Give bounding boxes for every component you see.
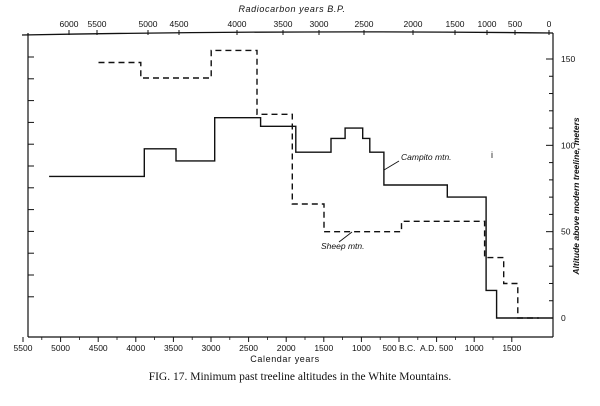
- top-tick-label: 6000: [60, 19, 79, 29]
- series-layer: [49, 49, 553, 319]
- top-tick-label: 3000: [310, 19, 329, 29]
- top-tick-label: 3500: [274, 19, 293, 29]
- top-axis-ticks: 6000 5500 5000 4500 4000 3500 3000 2500 2000 1500…: [60, 19, 552, 35]
- top-tick-label: 2500: [355, 19, 374, 29]
- right-tick-label: 150: [561, 54, 575, 64]
- bottom-axis-ticks: 5500 5000 4500 4000 3500 3000 2500 2000 1500 1000…: [14, 337, 522, 353]
- top-axis-label: Radiocarbon years B.P.: [238, 4, 345, 14]
- sheep-mtn-series: [98, 49, 539, 319]
- top-tick-label: 5000: [139, 19, 158, 29]
- sheep-leader-line: [338, 231, 353, 243]
- bottom-tick-label: 1500: [502, 343, 521, 353]
- bottom-tick-label: 1000: [465, 343, 484, 353]
- bottom-tick-label: A.D. 500: [420, 343, 453, 353]
- bottom-tick-label: 5500: [14, 343, 33, 353]
- left-axis-ticks: [28, 56, 34, 298]
- top-axis-line: [21, 31, 554, 36]
- stray-mark: i: [491, 150, 493, 160]
- bottom-tick-label: 2500: [239, 343, 258, 353]
- x-axis-label: Calendar years: [250, 354, 319, 364]
- bottom-tick-label: 500 B.C.: [382, 343, 415, 353]
- y-axis-label: Altitude above modern treeline, meters: [571, 117, 581, 276]
- top-tick-label: 1000: [478, 19, 497, 29]
- annotation-layer: Campito mtn. Sheep mtn. i: [321, 150, 493, 251]
- top-tick-label: 0: [547, 19, 552, 29]
- top-tick-label: 500: [508, 19, 522, 29]
- top-tick-label: 1500: [446, 19, 465, 29]
- bottom-tick-label: 4500: [89, 343, 108, 353]
- bottom-tick-label: 4000: [126, 343, 145, 353]
- top-tick-label: 2000: [404, 19, 423, 29]
- sheep-annotation: Sheep mtn.: [321, 241, 364, 251]
- top-tick-label: 4500: [170, 19, 189, 29]
- top-tick-label: 4000: [228, 19, 247, 29]
- right-tick-label: 0: [561, 313, 566, 323]
- campito-mtn-series: [49, 116, 553, 319]
- bottom-tick-label: 1500: [314, 343, 333, 353]
- bottom-tick-label: 5000: [51, 343, 70, 353]
- campito-leader-line: [383, 160, 400, 171]
- bottom-tick-label: 3500: [164, 343, 183, 353]
- bottom-tick-label: 2000: [277, 343, 296, 353]
- bottom-tick-label: 1000: [352, 343, 371, 353]
- campito-annotation: Campito mtn.: [401, 152, 452, 162]
- bottom-tick-label: 3000: [202, 343, 221, 353]
- top-tick-label: 5500: [88, 19, 107, 29]
- right-tick-label: 50: [561, 227, 571, 237]
- chart-axes: [21, 31, 554, 338]
- right-tick-label: 100: [561, 140, 575, 150]
- figure-caption: FIG. 17. Minimum past treeline altitudes…: [148, 371, 452, 383]
